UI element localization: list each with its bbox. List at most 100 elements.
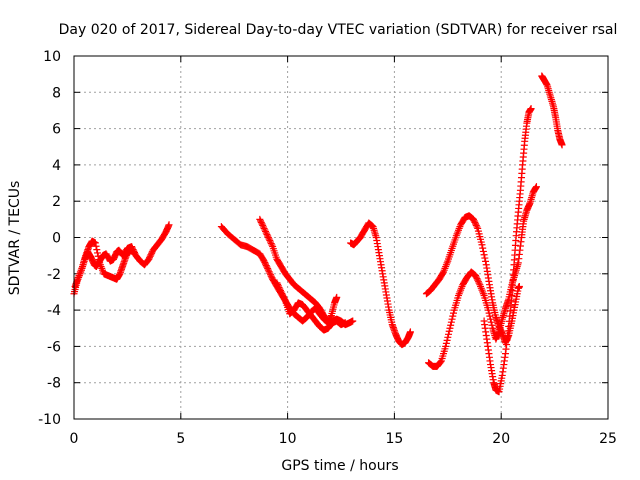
data-point-marker xyxy=(406,328,414,336)
data-point-marker xyxy=(341,319,349,327)
data-point-marker xyxy=(267,272,275,280)
data-point-marker xyxy=(258,220,266,228)
data-point-marker xyxy=(442,339,450,347)
data-point-marker xyxy=(445,330,453,338)
data-point-marker xyxy=(474,278,482,286)
data-point-marker xyxy=(472,220,480,228)
data-point-marker xyxy=(442,342,450,350)
data-point-marker xyxy=(439,269,447,277)
data-point-marker xyxy=(279,291,287,299)
data-point-marker xyxy=(487,318,495,326)
data-point-marker xyxy=(264,234,272,241)
data-point-marker xyxy=(263,230,271,238)
data-point-marker xyxy=(532,183,540,191)
data-point-marker xyxy=(267,271,275,279)
data-point-marker xyxy=(259,223,267,231)
data-point-marker xyxy=(268,241,276,249)
x-axis-label: GPS time / hours xyxy=(281,458,398,474)
data-point-marker xyxy=(262,260,270,268)
data-point-marker xyxy=(260,257,268,265)
data-point-marker xyxy=(264,232,272,240)
data-point-marker xyxy=(265,235,273,243)
axis-ticks: 0 5 10 15 20 25 -10 -8 -6 -4 -2 0 2 4 6 8 10 xyxy=(38,49,617,447)
data-point-marker xyxy=(558,141,566,149)
data-point-marker xyxy=(278,289,286,297)
data-point-marker xyxy=(274,282,282,290)
data-point-marker xyxy=(437,358,445,366)
data-point-marker xyxy=(480,251,488,259)
y-tick-label: 4 xyxy=(52,158,61,174)
data-point-marker xyxy=(469,215,477,223)
data-point-marker xyxy=(145,255,153,263)
data-point-marker xyxy=(94,252,102,260)
data-point-marker xyxy=(487,315,495,323)
data-point-marker xyxy=(447,321,455,329)
data-track xyxy=(273,279,349,334)
data-point-marker xyxy=(488,321,496,329)
data-point-marker xyxy=(267,240,275,248)
data-point-marker xyxy=(256,215,264,223)
data-point-marker xyxy=(333,293,341,301)
data-point-marker xyxy=(275,283,283,291)
data-point-marker xyxy=(470,217,478,225)
data-point-marker xyxy=(527,105,535,113)
x-tick-label: 0 xyxy=(70,431,79,447)
data-point-marker xyxy=(281,296,289,304)
data-point-marker xyxy=(257,218,265,226)
chart-title: Day 020 of 2017, Sidereal Day-to-day VTE… xyxy=(59,22,618,38)
data-point-marker xyxy=(484,306,492,314)
y-tick-label: 10 xyxy=(43,49,61,65)
y-tick-label: 8 xyxy=(52,85,61,101)
data-point-marker xyxy=(95,256,103,264)
data-track xyxy=(347,219,414,349)
data-track xyxy=(422,212,523,347)
data-point-marker xyxy=(279,292,287,300)
data-point-marker xyxy=(471,218,479,226)
data-point-marker xyxy=(349,317,357,325)
data-point-marker xyxy=(485,309,493,317)
data-point-marker xyxy=(473,275,481,283)
data-point-marker xyxy=(474,276,482,284)
y-tick-label: -6 xyxy=(47,339,61,355)
y-axis-label: SDTVAR / TECUs xyxy=(7,181,23,296)
data-markers xyxy=(70,72,566,396)
data-point-marker xyxy=(146,252,154,260)
data-point-marker xyxy=(449,309,457,317)
data-point-marker xyxy=(448,315,456,323)
data-track xyxy=(538,72,566,149)
data-point-marker xyxy=(478,241,486,249)
data-point-marker xyxy=(257,217,265,225)
y-tick-label: -4 xyxy=(47,303,61,319)
data-point-marker xyxy=(148,249,156,257)
y-tick-label: 2 xyxy=(52,194,61,210)
data-point-marker xyxy=(267,238,275,246)
y-tick-label: -2 xyxy=(47,267,61,283)
data-point-marker xyxy=(475,279,483,287)
data-track xyxy=(256,215,341,327)
data-point-marker xyxy=(277,288,285,296)
data-point-marker xyxy=(447,318,455,326)
data-point-marker xyxy=(263,263,271,271)
data-point-marker xyxy=(446,324,454,332)
plot-frame xyxy=(73,55,609,420)
data-point-marker xyxy=(276,285,284,293)
data-point-marker xyxy=(147,251,155,259)
data-point-marker xyxy=(274,280,282,288)
data-point-marker xyxy=(273,279,281,287)
data-point-marker xyxy=(486,312,494,320)
data-point-marker xyxy=(93,246,101,254)
data-point-marker xyxy=(145,254,153,262)
data-point-marker xyxy=(91,239,99,247)
y-tick-label: -10 xyxy=(38,412,61,428)
y-tick-label: 0 xyxy=(52,231,61,247)
data-point-marker xyxy=(262,262,270,270)
data-point-marker xyxy=(472,273,480,281)
data-point-marker xyxy=(266,237,274,245)
data-point-marker xyxy=(472,221,480,229)
data-point-marker xyxy=(443,336,451,344)
data-track xyxy=(480,105,535,396)
data-point-marker xyxy=(472,272,480,280)
x-tick-label: 25 xyxy=(599,431,617,447)
